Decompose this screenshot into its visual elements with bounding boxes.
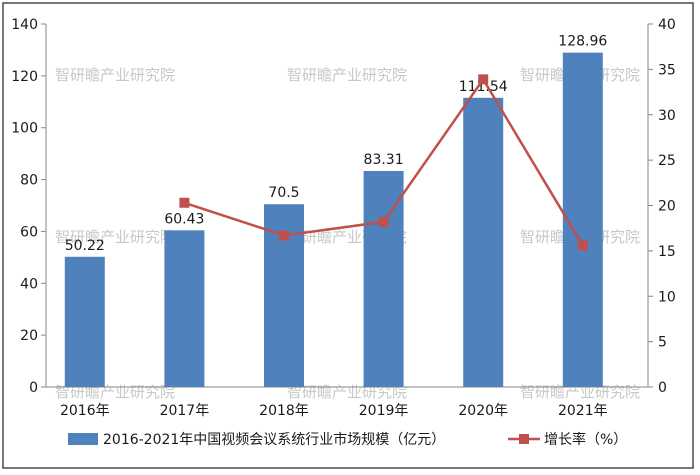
x-tick-label-3: 2019年 [359,403,409,419]
right-tick-label-0: 0 [658,380,667,396]
legend-label-bar: 2016-2021年中国视频会议系统行业市场规模（亿元） [103,431,445,448]
legend-label-line: 增长率（%） [544,431,627,448]
left-tick-label-6: 120 [11,69,38,85]
bar-5 [562,52,603,387]
x-tick-label-5: 2021年 [558,403,608,419]
x-tick-label-1: 2017年 [160,403,210,419]
legend: 2016-2021年中国视频会议系统行业市场规模（亿元） 增长率（%） [68,431,627,448]
axes: 0 20 40 60 80 100 120 140 0 5 10 15 20 25 30 35 40 2016年 2… [11,17,676,419]
growth-point-0 [179,197,190,208]
bars [64,52,603,387]
watermark-text-0: 智研瞻产业研究院 [55,66,175,84]
bar-4 [463,97,504,387]
bar-labels: 50.22 60.43 70.5 83.31 111.54 128.96 [65,34,608,254]
legend-swatch-line-marker [519,434,529,444]
legend-swatch-bar [68,433,98,445]
growth-point-2 [378,216,389,227]
growth-line [179,74,588,251]
watermark-text-3: 智研瞻产业研究院 [55,228,175,246]
watermark-text-1: 智研瞻产业研究院 [287,66,407,84]
right-tick-label-3: 15 [658,244,676,260]
right-tick-label-8: 40 [658,17,676,33]
bar-label-2: 70.5 [268,185,299,201]
right-tick-label-1: 5 [658,335,667,351]
right-tick-label-2: 10 [658,289,676,305]
left-tick-label-2: 40 [20,276,38,292]
left-tick-label-5: 100 [11,121,38,137]
bar-label-3: 83.31 [364,152,404,168]
growth-point-3 [478,74,489,85]
right-tick-label-4: 20 [658,199,676,215]
x-tick-label-4: 2020年 [458,403,508,419]
right-tick-label-5: 25 [658,153,676,169]
left-tick-label-7: 140 [11,17,38,33]
right-tick-label-7: 35 [658,62,676,78]
left-tick-label-4: 80 [20,173,38,189]
bar-label-5: 128.96 [558,34,607,50]
left-tick-label-0: 0 [29,380,38,396]
x-tick-label-0: 2016年 [60,403,110,419]
growth-point-1 [279,230,289,241]
growth-point-4 [577,240,588,251]
bar-label-4: 111.54 [459,79,508,95]
left-tick-label-3: 60 [20,224,38,240]
left-tick-label-1: 20 [20,328,38,344]
bar-1 [164,230,205,387]
bar-label-1: 60.43 [164,211,204,227]
bar-0 [64,256,105,387]
x-tick-label-2: 2018年 [259,403,309,419]
bar-label-0: 50.22 [65,238,105,254]
right-tick-label-6: 30 [658,108,676,124]
bar-3 [363,170,404,387]
